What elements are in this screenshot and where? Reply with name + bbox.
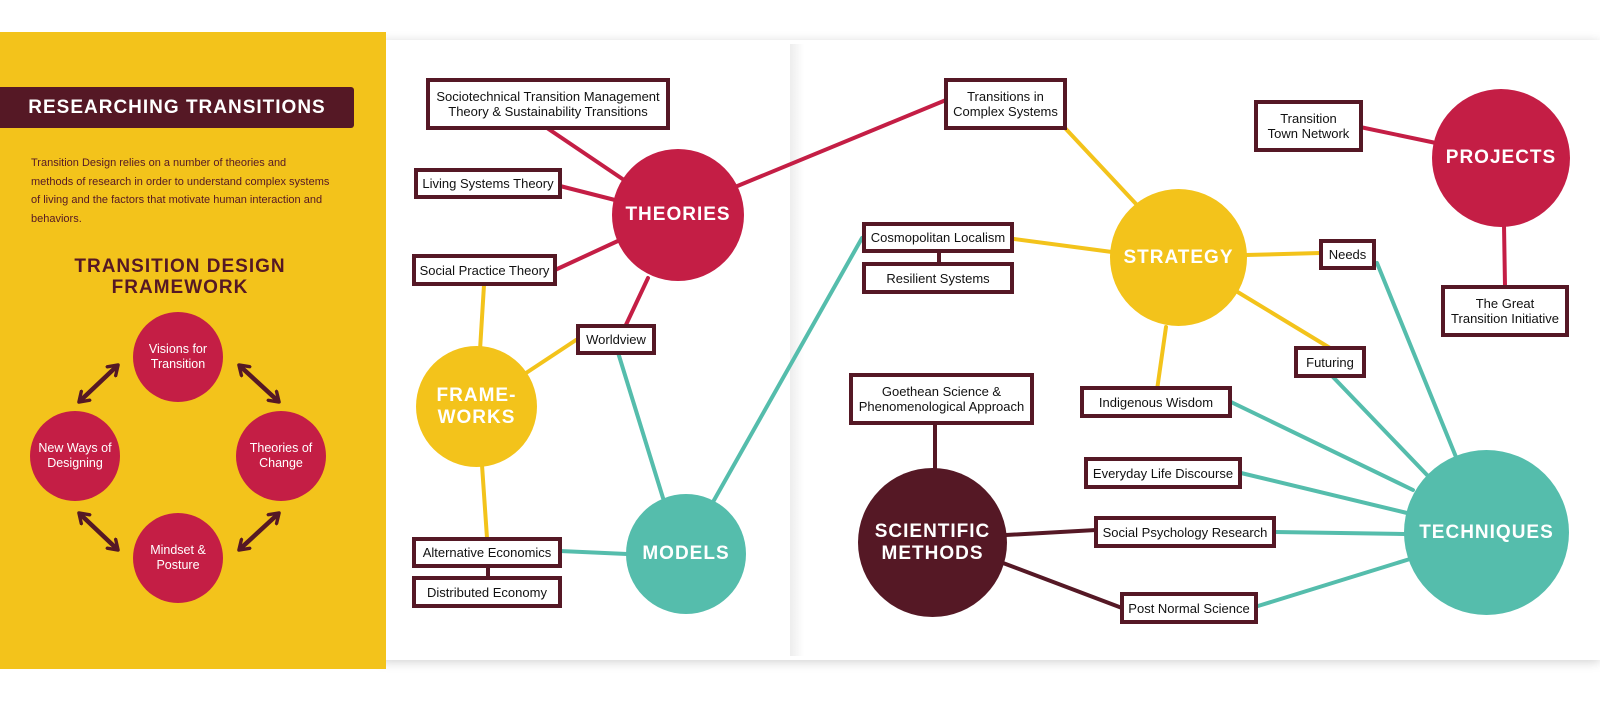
node-label: Sociotechnical Transition Management [436, 89, 660, 104]
node-futuring: Futuring [1294, 346, 1366, 378]
node-transition-town: Transition Town Network [1254, 100, 1363, 152]
framework-title: TRANSITION DESIGN FRAMEWORK [40, 256, 320, 298]
node-living-systems: Living Systems Theory [414, 168, 562, 199]
node-worldview: Worldview [576, 324, 656, 355]
node-everyday-life: Everyday Life Discourse [1084, 457, 1242, 489]
node-label: Cosmopolitan Localism [870, 230, 1006, 245]
node-alternative-economics: Alternative Economics [412, 537, 562, 568]
banner-title: RESEARCHING TRANSITIONS [28, 96, 326, 118]
node-label: Transitions in [967, 89, 1044, 104]
framework-new-ways: New Ways of Designing [30, 411, 120, 501]
double-headed-arrow-icon [80, 366, 117, 401]
node-transitions-complex: Transitions in Complex Systems [944, 78, 1067, 130]
node-social-psychology: Social Psychology Research [1094, 516, 1276, 548]
node-label: The Great [1475, 296, 1535, 311]
double-headed-arrow-icon [240, 366, 278, 401]
sidebar-panel: RESEARCHING TRANSITIONS Transition Desig… [0, 32, 386, 669]
hub-models: MODELS [626, 494, 746, 614]
node-resilient-systems: Resilient Systems [862, 262, 1014, 294]
node-social-practice: Social Practice Theory [412, 254, 557, 286]
node-label: Everyday Life Discourse [1092, 465, 1234, 481]
hub-label: TECHNIQUES [1419, 521, 1554, 543]
node-label: Resilient Systems [886, 270, 990, 286]
node-label: Futuring [1306, 354, 1354, 370]
node-label: Transition [1280, 111, 1337, 126]
framework-visions: Visions for Transition [133, 312, 223, 402]
node-label: Post Normal Science [1128, 600, 1250, 616]
node-label: Needs [1328, 247, 1367, 262]
framework-title-line: TRANSITION DESIGN [74, 256, 286, 277]
hub-label: METHODS [881, 542, 984, 564]
node-label: Goethean Science & [881, 384, 1002, 399]
node-label: Living Systems Theory [422, 176, 554, 191]
node-distributed-economy: Distributed Economy [412, 576, 562, 608]
hub-scientific-methods: SCIENTIFIC METHODS [858, 468, 1007, 617]
hub-frameworks: FRAME- WORKS [416, 346, 537, 467]
node-indigenous-wisdom: Indigenous Wisdom [1080, 386, 1232, 418]
hub-theories: THEORIES [612, 149, 744, 281]
hub-label: FRAME- [436, 384, 517, 406]
node-label: Alternative Economics [422, 545, 552, 560]
node-post-normal: Post Normal Science [1120, 592, 1258, 624]
hub-label: PROJECTS [1445, 147, 1557, 168]
node-label: Indigenous Wisdom [1098, 394, 1214, 410]
double-headed-arrow-icon [240, 514, 278, 549]
hub-label: STRATEGY [1123, 246, 1234, 268]
node-sociotechnical: Sociotechnical Transition Management The… [426, 78, 670, 130]
section-banner: RESEARCHING TRANSITIONS [0, 87, 354, 128]
node-label: Transition Initiative [1451, 311, 1559, 326]
node-needs: Needs [1319, 239, 1376, 270]
node-label: Phenomenological Approach [858, 399, 1025, 414]
node-great-transition: The Great Transition Initiative [1441, 285, 1569, 337]
intro-text: Transition Design relies on a number of … [31, 157, 330, 225]
node-cosmopolitan-localism: Cosmopolitan Localism [862, 222, 1014, 253]
node-label: Complex Systems [953, 104, 1058, 119]
framework-mindset: Mindset & Posture [133, 513, 223, 603]
hub-strategy: STRATEGY [1110, 189, 1247, 326]
hub-label: WORKS [437, 406, 516, 428]
node-label: Town Network [1267, 126, 1350, 141]
node-label: Social Practice Theory [419, 262, 550, 278]
hub-label: MODELS [642, 543, 730, 564]
framework-theories-of-change: Theories of Change [236, 411, 326, 501]
framework-title-line: FRAMEWORK [111, 277, 249, 298]
hub-projects: PROJECTS [1432, 89, 1570, 227]
node-label: Distributed Economy [427, 584, 547, 600]
node-label: Worldview [586, 332, 646, 347]
double-headed-arrow-icon [80, 514, 117, 549]
hub-techniques: TECHNIQUES [1404, 450, 1569, 615]
node-label: Theory & Sustainability Transitions [448, 104, 648, 119]
hub-label: SCIENTIFIC [874, 520, 991, 542]
node-goethean: Goethean Science & Phenomenological Appr… [849, 373, 1034, 425]
node-label: Social Psychology Research [1102, 524, 1268, 540]
hub-label: THEORIES [625, 204, 731, 225]
